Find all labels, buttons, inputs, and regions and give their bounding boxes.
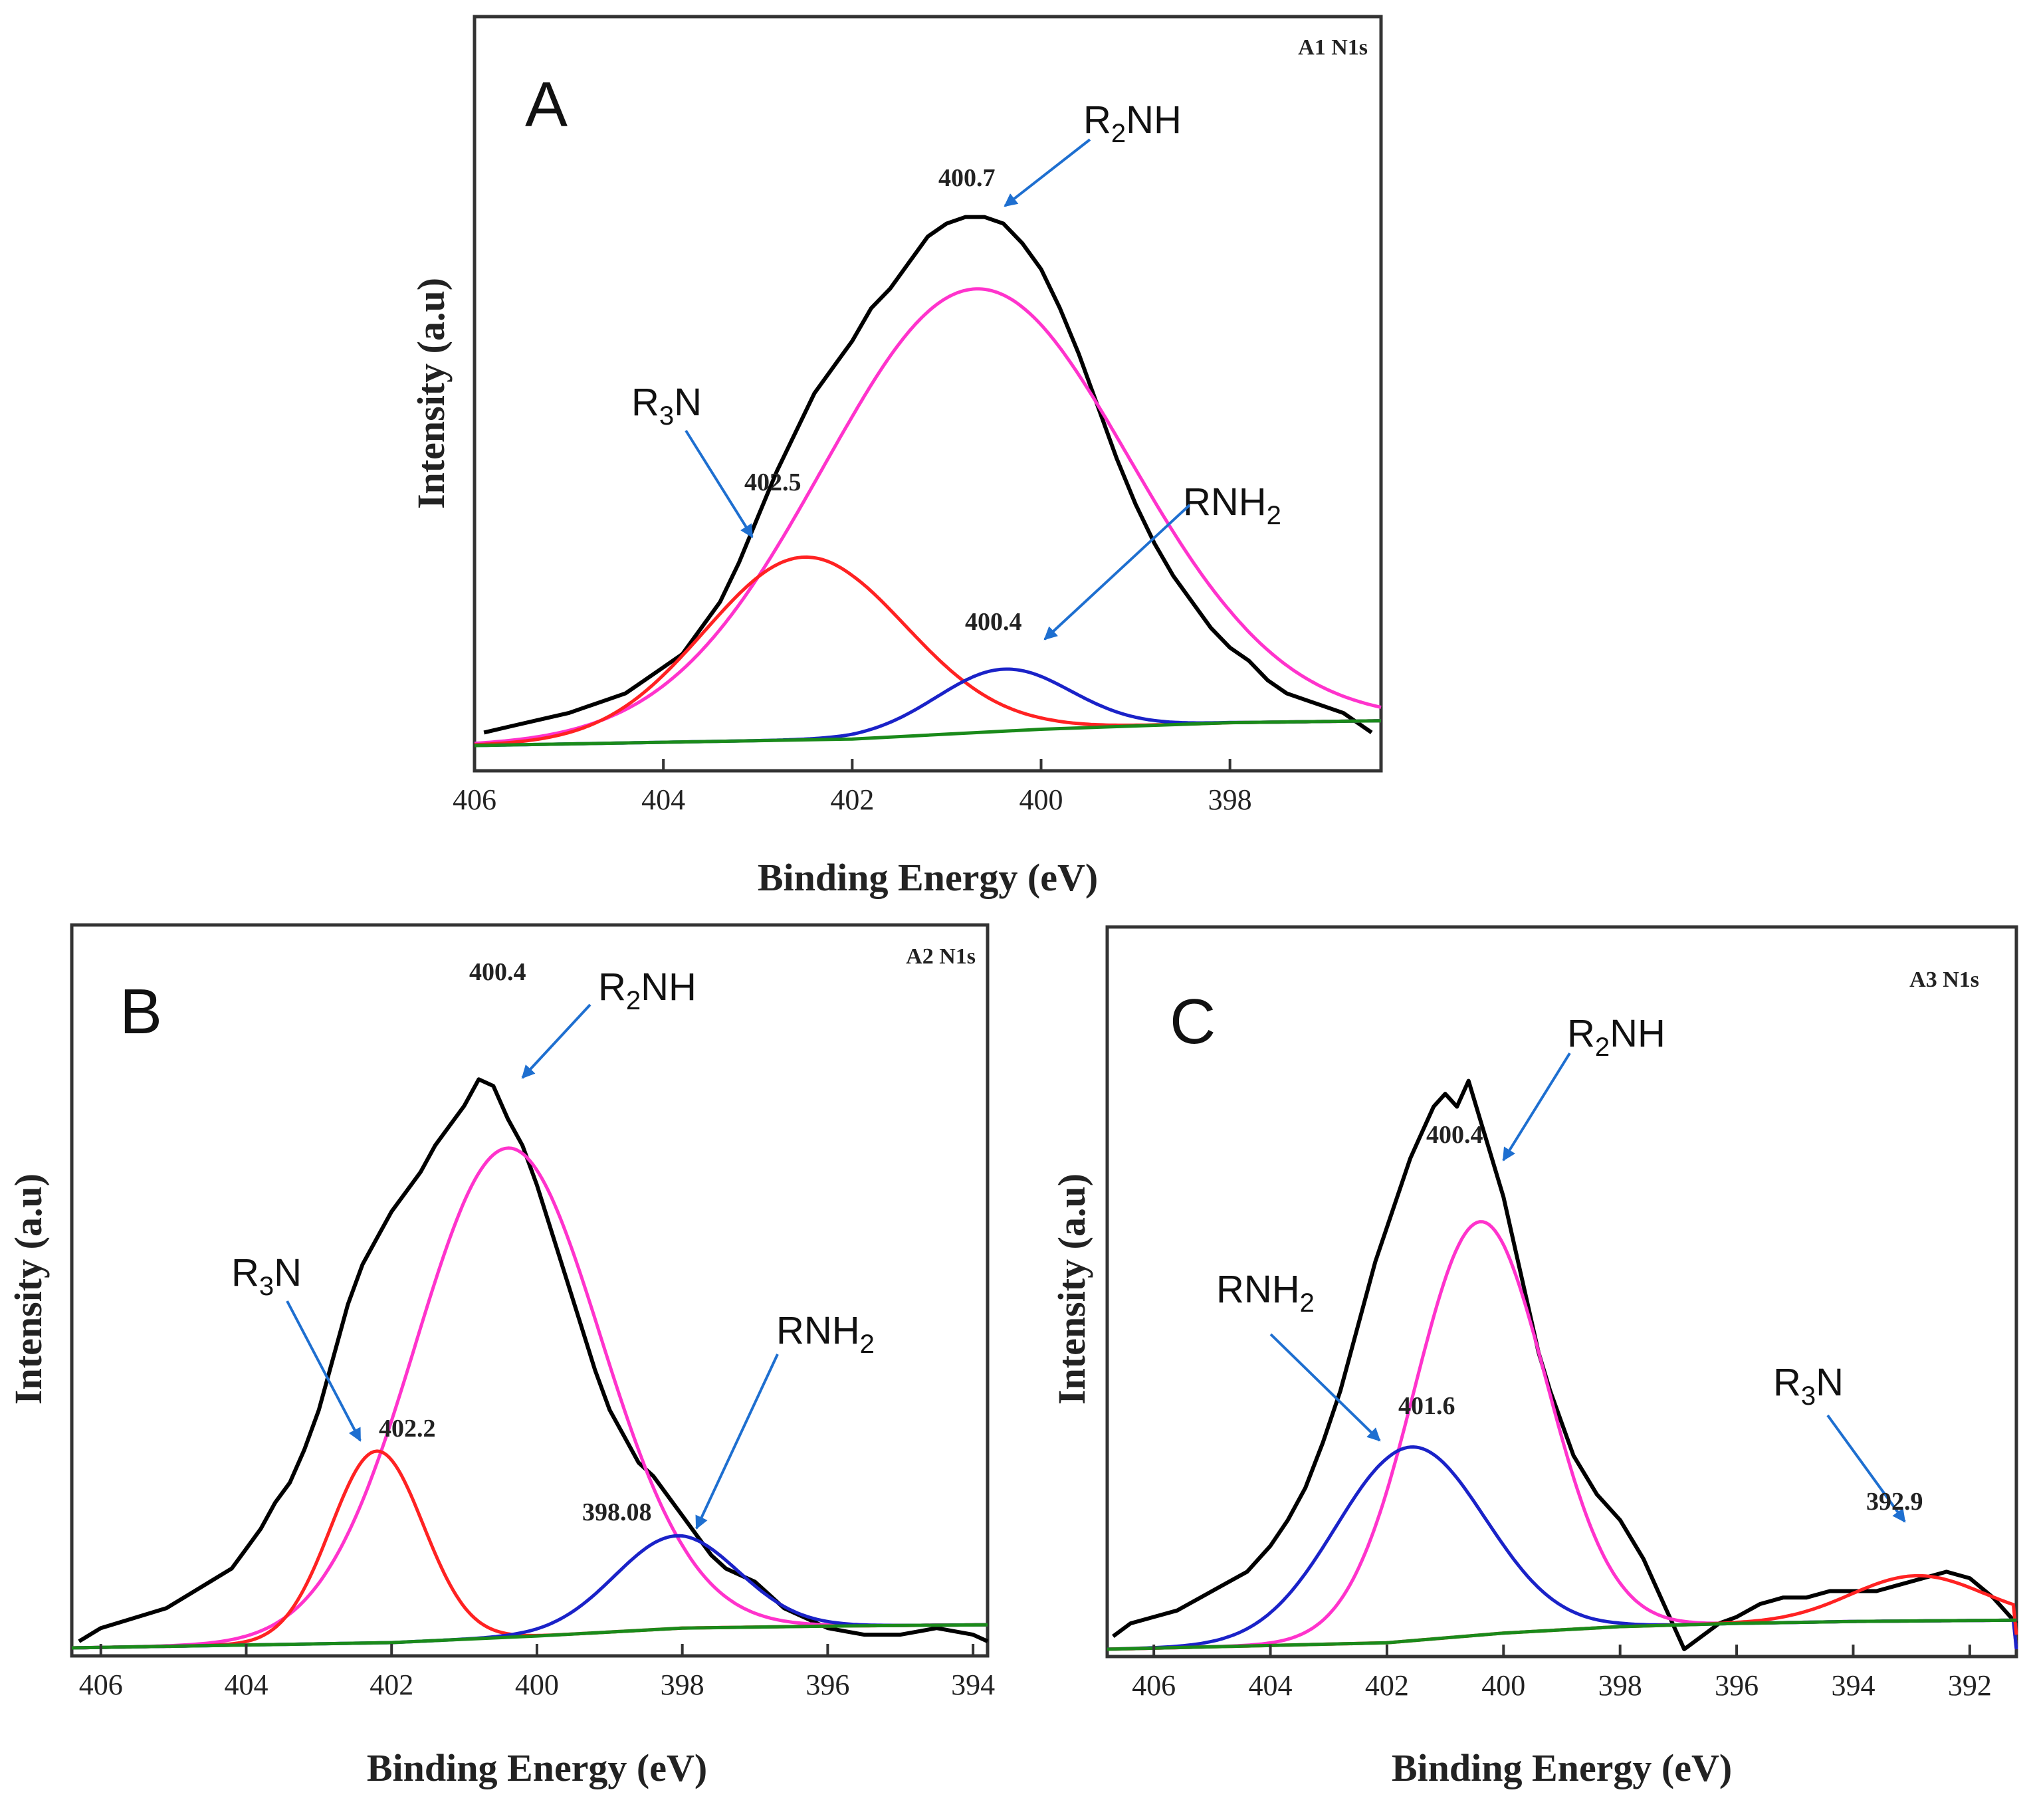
panel-a-r2nh-arrow — [1004, 138, 1091, 207]
panel-a-tick-label: 398 — [1208, 783, 1252, 816]
panel-c-plot-frame — [1105, 925, 2018, 1659]
panel-c-tick-label: 392 — [1948, 1669, 1992, 1702]
panel-b-x-axis-title: Binding Energy (eV) — [367, 1746, 707, 1789]
panel-c-rnh2-peak-value: 401.6 — [1398, 1392, 1455, 1420]
panel-a-rnh2-label: RNH2 — [1183, 480, 1281, 530]
panel-b-tick-label: 404 — [224, 1668, 268, 1701]
panel-c-r3n-arrow — [1826, 1414, 1906, 1523]
panel-a-rnh2-arrow — [1043, 504, 1191, 641]
panel-a-r3n-peak-value: 402.5 — [744, 468, 802, 496]
panel-c-r3n-peak-value: 392.9 — [1866, 1488, 1923, 1516]
panel-c-r2nh-label: R2NH — [1567, 1012, 1665, 1062]
panel-c-tick-label: 402 — [1365, 1669, 1409, 1702]
panel-b-plot-frame — [70, 923, 990, 1658]
panel-a-tick-label: 406 — [453, 783, 496, 816]
panel-c-tick-label: 394 — [1831, 1669, 1875, 1702]
panel-a-tick-label: 404 — [641, 783, 685, 816]
panel-a-y-axis-title: Intensity (a.u) — [409, 278, 453, 509]
panel-b-rnh2-arrow — [695, 1354, 779, 1530]
panel-c-letter: C — [1170, 986, 1216, 1057]
panel-b-y-axis-title: Intensity (a.u) — [7, 1173, 50, 1405]
panel-b-sample-label: A2 N1s — [906, 944, 976, 969]
panel-c-plot-area — [1107, 1078, 2018, 1651]
panel-b-tick-label: 398 — [661, 1668, 704, 1701]
panel-a-series-experimental — [483, 215, 1373, 735]
panel-b-x-ticks: 406 404 402 400 398 396 394 — [79, 1644, 995, 1701]
panel-a-series-r2nh — [474, 287, 1382, 746]
panel-b-tick-label: 400 — [515, 1668, 559, 1701]
panel-c-tick-label: 404 — [1249, 1669, 1293, 1702]
panel-a: 406 404 402 400 398 A A1 N1s Binding Energy … — [409, 15, 1383, 899]
panel-c-sample-label: A3 N1s — [1909, 967, 1979, 992]
panel-c-rnh2-label: RNH2 — [1216, 1268, 1315, 1318]
panel-a-sample-label: A1 N1s — [1298, 35, 1368, 60]
panel-b-r2nh-peak-value: 400.4 — [469, 958, 526, 986]
panel-c-tick-label: 400 — [1481, 1669, 1525, 1702]
panel-b-rnh2-peak-value: 398.08 — [582, 1498, 652, 1526]
panel-a-tick-label: 402 — [830, 783, 874, 816]
panel-c-x-ticks: 406 404 402 400 398 396 394 392 — [1132, 1645, 1992, 1702]
panel-c-tick-label: 406 — [1132, 1669, 1176, 1702]
panel-a-r2nh-label: R2NH — [1083, 98, 1182, 148]
panel-c-rnh2-arrow — [1269, 1333, 1381, 1442]
panel-b-letter: B — [120, 976, 162, 1047]
panel-c-series-background — [1107, 1618, 2017, 1651]
panel-c-x-axis-title: Binding Energy (eV) — [1392, 1746, 1732, 1789]
panel-b: 406 404 402 400 398 396 394 B A2 N1s Binding E… — [7, 923, 995, 1789]
panel-a-r3n-arrow — [685, 429, 754, 538]
panel-c-tick-label: 396 — [1715, 1669, 1759, 1702]
panel-b-tick-label: 406 — [79, 1668, 123, 1701]
panel-c-r2nh-peak-value: 400.4 — [1426, 1121, 1483, 1149]
panel-a-tick-label: 400 — [1019, 783, 1063, 816]
panel-b-r2nh-label: R2NH — [598, 965, 696, 1015]
panel-b-series-background — [71, 1623, 988, 1650]
panel-b-tick-label: 396 — [805, 1668, 849, 1701]
panel-a-x-axis-title: Binding Energy (eV) — [758, 856, 1098, 899]
panel-a-r2nh-peak-value: 400.7 — [938, 164, 996, 192]
panel-b-r3n-peak-value: 402.2 — [379, 1415, 436, 1443]
panel-b-rnh2-label: RNH2 — [776, 1309, 875, 1359]
panel-b-r2nh-arrow — [521, 1003, 591, 1079]
panel-a-x-ticks: 406 404 402 400 398 — [453, 759, 1252, 816]
panel-a-plot-frame — [473, 15, 1383, 773]
panel-a-plot-area — [474, 215, 1382, 748]
panel-c-y-axis-title: Intensity (a.u) — [1050, 1173, 1093, 1405]
panel-a-letter: A — [525, 69, 568, 140]
panel-a-series-background — [474, 719, 1382, 748]
panel-c-r2nh-arrow — [1502, 1052, 1571, 1162]
panel-b-tick-label: 394 — [951, 1668, 995, 1701]
panel-b-tick-label: 402 — [370, 1668, 413, 1701]
panel-a-rnh2-peak-value: 400.4 — [965, 608, 1022, 636]
panel-b-r3n-arrow — [286, 1300, 362, 1442]
panel-b-plot-area — [71, 1077, 989, 1650]
panel-c-tick-label: 398 — [1598, 1669, 1642, 1702]
